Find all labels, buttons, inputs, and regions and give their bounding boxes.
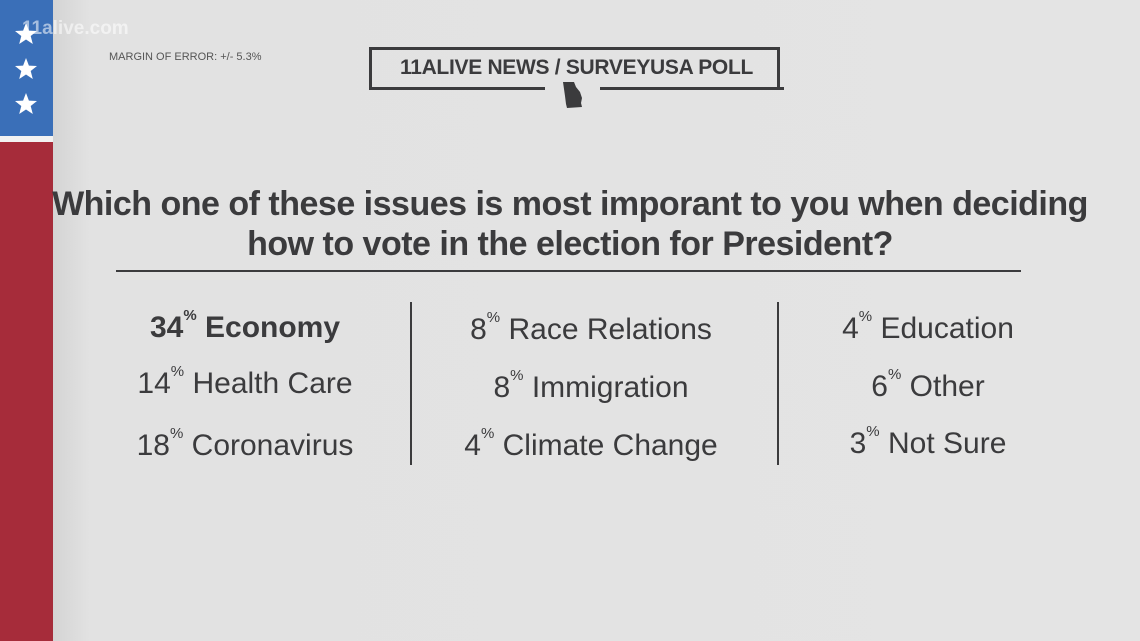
poll-result-item: 8% Race Relations bbox=[426, 309, 756, 348]
percent-sign: % bbox=[169, 425, 184, 442]
result-percent: 6 bbox=[871, 370, 888, 403]
poll-result-item: 3% Not Sure bbox=[763, 423, 1093, 462]
percent-sign: % bbox=[170, 363, 185, 380]
result-label: Not Sure bbox=[887, 427, 1007, 460]
result-label: Economy bbox=[205, 311, 341, 344]
result-label: Health Care bbox=[192, 367, 353, 400]
georgia-map-icon bbox=[563, 82, 582, 108]
title-underline bbox=[116, 270, 1021, 272]
result-label: Climate Change bbox=[502, 429, 718, 462]
flag-red-field bbox=[0, 142, 53, 641]
flag-white-stripe bbox=[0, 136, 53, 142]
result-percent: 8 bbox=[470, 313, 487, 346]
poll-result-item: 4% Education bbox=[763, 308, 1093, 347]
poll-result-item: 14% Health Care bbox=[80, 363, 410, 402]
brand-box bbox=[369, 47, 780, 87]
brand-title: 11ALIVE NEWS / SURVEYUSA POLL bbox=[399, 56, 754, 79]
percent-sign: % bbox=[866, 423, 880, 440]
percent-sign: % bbox=[480, 425, 495, 442]
star-icon bbox=[15, 93, 37, 114]
result-percent: 14 bbox=[137, 367, 171, 400]
flag-decoration bbox=[0, 0, 53, 641]
brand-box-bottom-right bbox=[600, 87, 784, 90]
column-divider bbox=[777, 302, 779, 465]
result-percent: 4 bbox=[842, 312, 859, 345]
result-label: Education bbox=[880, 312, 1014, 345]
watermark: 11alive.com bbox=[22, 18, 129, 39]
brand-box-bottom-left bbox=[369, 87, 545, 90]
column-divider bbox=[410, 302, 412, 465]
poll-result-item: 34% Economy bbox=[80, 307, 410, 346]
result-percent: 4 bbox=[464, 429, 481, 462]
result-label: Immigration bbox=[531, 371, 689, 404]
margin-of-error: MARGIN OF ERROR: +/- 5.3% bbox=[109, 51, 262, 63]
poll-result-item: 8% Immigration bbox=[426, 367, 756, 406]
percent-sign: % bbox=[510, 367, 524, 384]
poll-result-item: 4% Climate Change bbox=[426, 425, 756, 464]
question-title: Which one of these issues is most impora… bbox=[52, 185, 1088, 263]
poll-result-item: 6% Other bbox=[763, 366, 1093, 405]
star-icon bbox=[15, 58, 37, 79]
percent-sign: % bbox=[486, 309, 501, 326]
result-label: Other bbox=[909, 370, 985, 403]
percent-sign: % bbox=[858, 308, 873, 325]
result-percent: 18 bbox=[136, 429, 170, 462]
result-label: Coronavirus bbox=[191, 429, 354, 462]
result-percent: 8 bbox=[493, 371, 511, 404]
percent-sign: % bbox=[183, 307, 197, 324]
result-percent: 3 bbox=[849, 427, 867, 460]
result-percent: 34 bbox=[149, 311, 184, 344]
percent-sign: % bbox=[887, 366, 902, 383]
star-icon bbox=[15, 23, 37, 44]
result-label: Race Relations bbox=[508, 313, 712, 346]
poll-result-item: 18% Coronavirus bbox=[80, 425, 410, 464]
